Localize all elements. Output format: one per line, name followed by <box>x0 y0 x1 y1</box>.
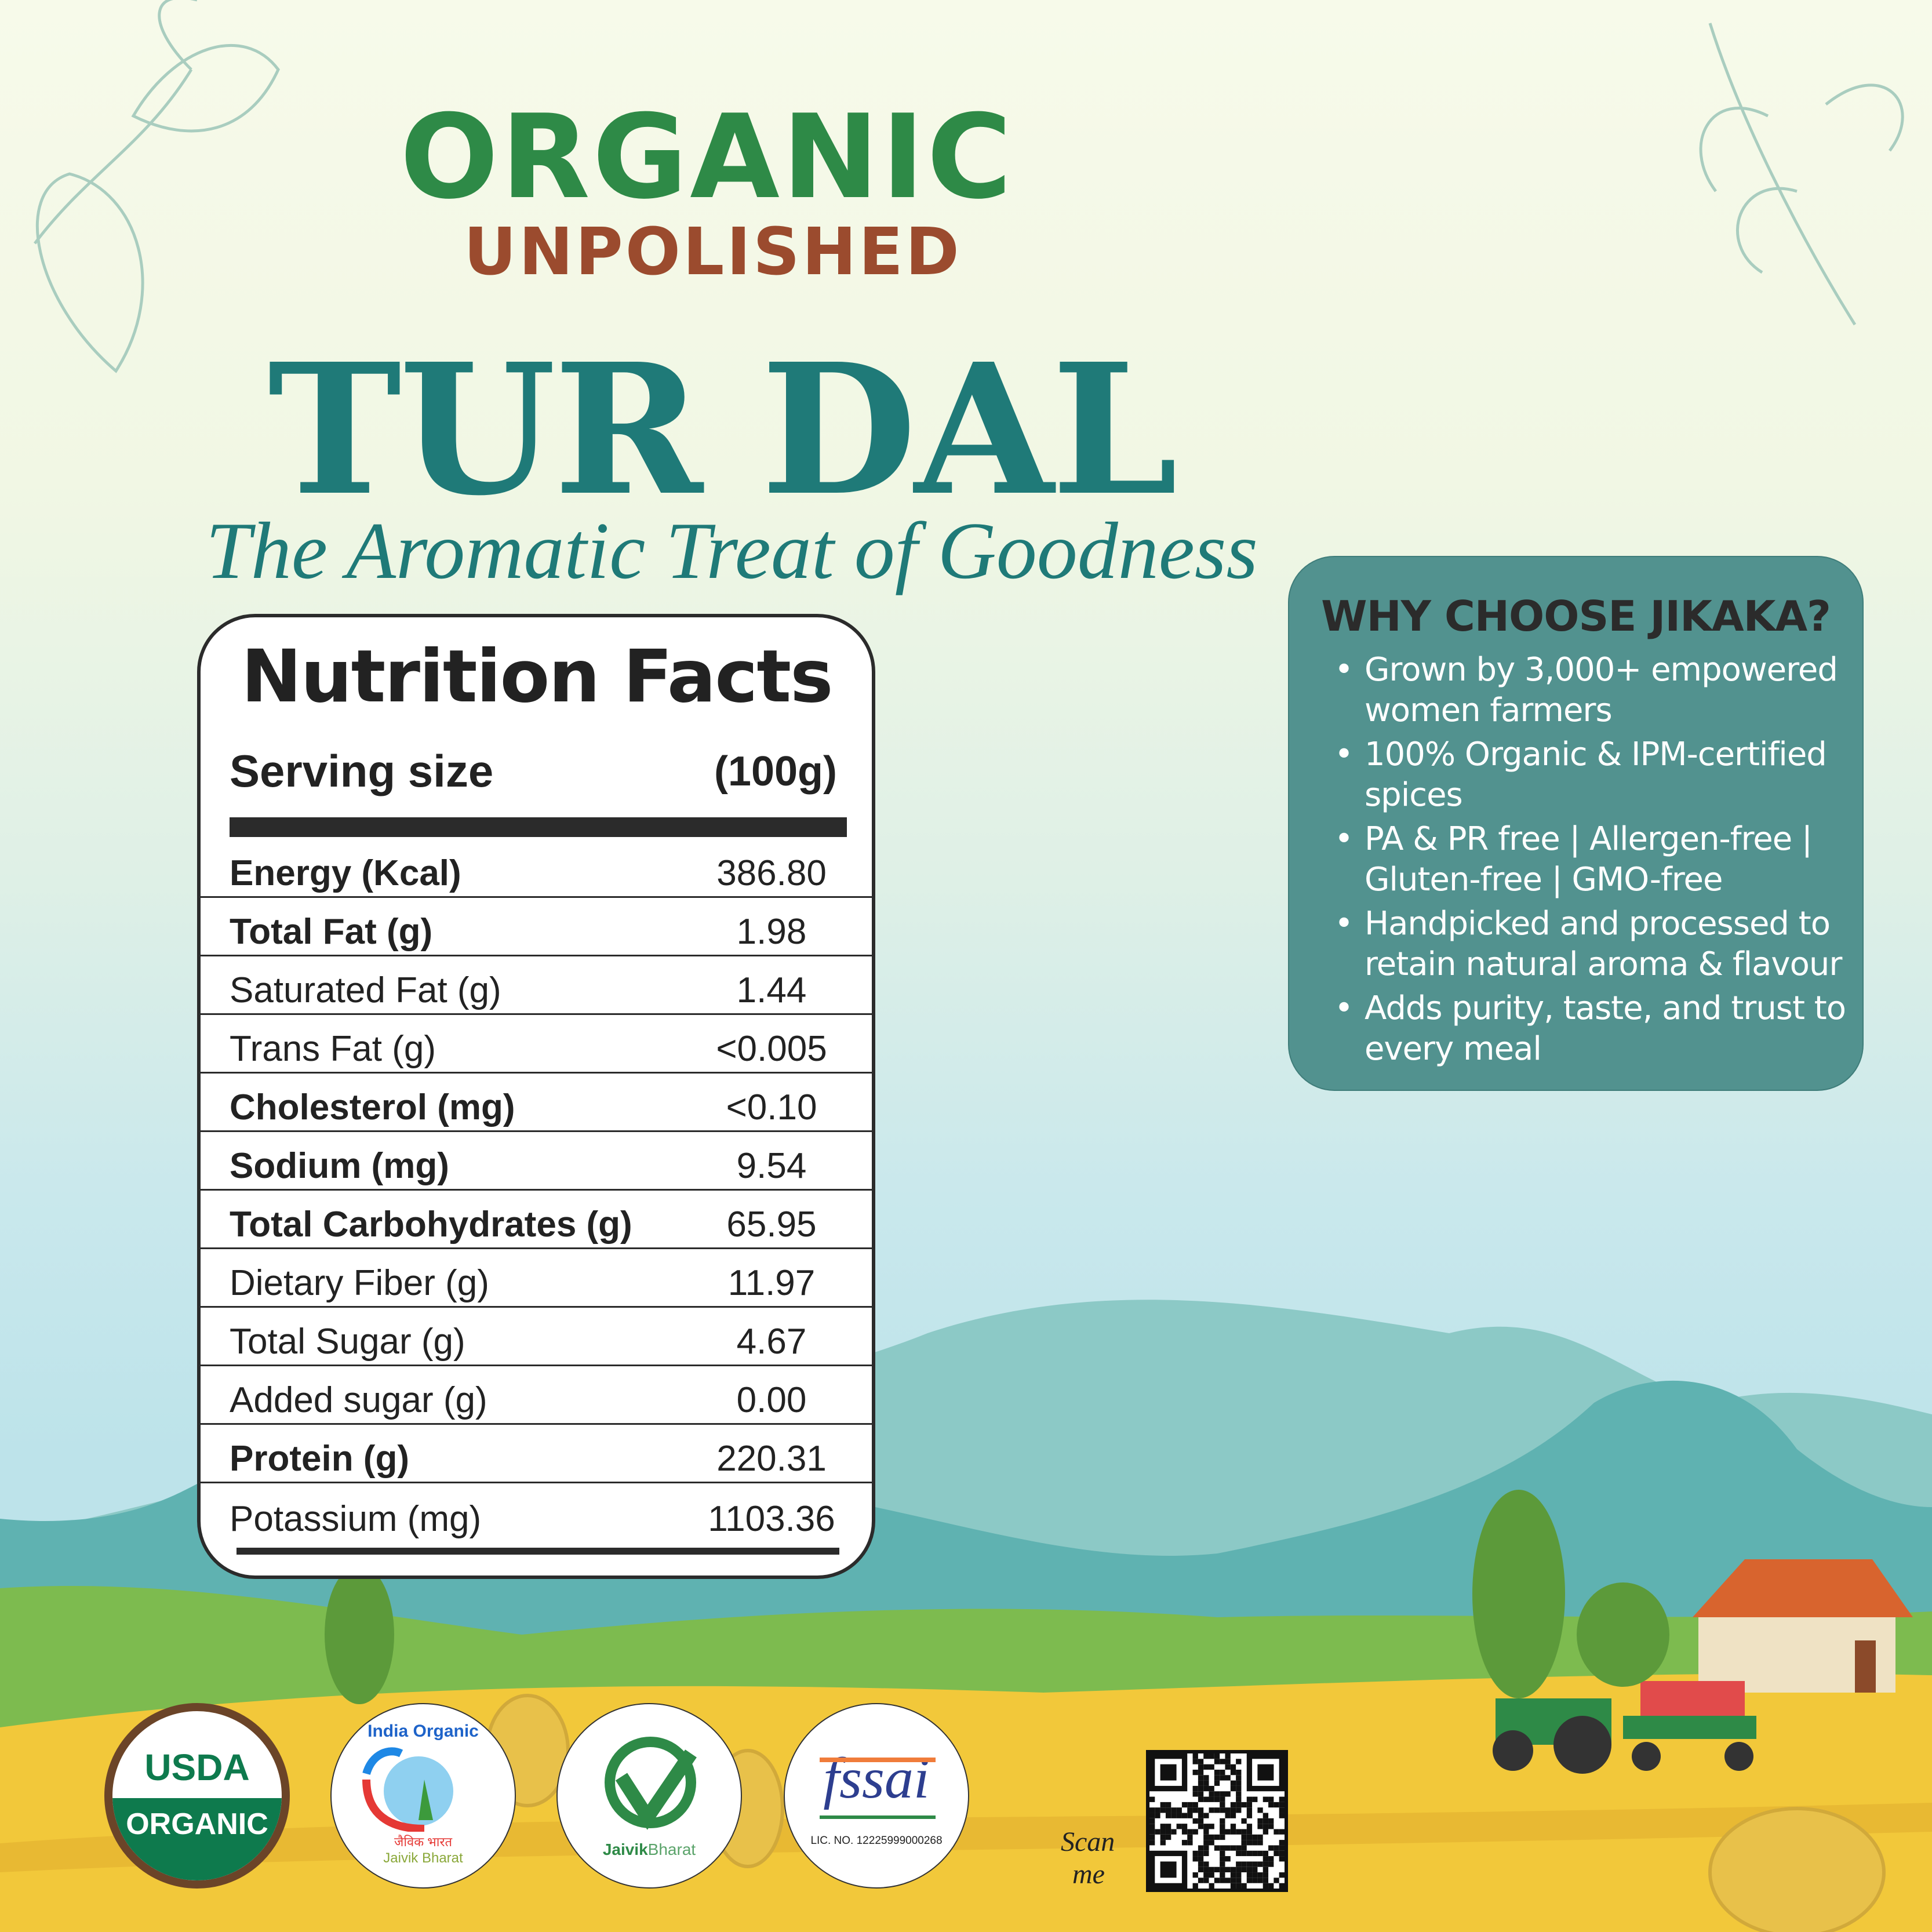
fssai-orange-line <box>820 1758 936 1762</box>
nutrient-label: Potassium (mg) <box>230 1499 482 1539</box>
nutrient-label: Total Sugar (g) <box>230 1322 465 1362</box>
organic-heading: ORGANIC <box>400 90 1014 225</box>
nutrition-row: Total Sugar (g) 4.67 <box>201 1308 872 1366</box>
nutrition-row: Cholesterol (mg) <0.10 <box>201 1074 872 1132</box>
nutrient-label: Cholesterol (mg) <box>230 1087 515 1127</box>
organic-text: ORGANIC <box>126 1807 268 1841</box>
hindi-text: जैविक भारत <box>394 1835 452 1849</box>
scan-text: Scan <box>1061 1827 1115 1857</box>
nutrient-label: Energy (Kcal) <box>230 853 461 893</box>
nutrient-label: Saturated Fat (g) <box>230 970 501 1010</box>
nutrient-label: Dietary Fiber (g) <box>230 1263 489 1303</box>
checkmark-leaf-icon <box>605 1737 697 1830</box>
why-item: Adds purity, taste, and trust to every m… <box>1330 988 1851 1069</box>
usda-text: USDA <box>144 1747 250 1788</box>
india-organic-text: India Organic <box>368 1722 479 1741</box>
fssai-green-line <box>820 1815 936 1819</box>
nutrient-label: Trans Fat (g) <box>230 1029 436 1069</box>
usda-organic-logo: USDA ORGANIC <box>104 1703 290 1889</box>
nutrient-label: Protein (g) <box>230 1439 409 1479</box>
nutrition-row: Total Fat (g) 1.98 <box>201 898 872 956</box>
nutrition-row: Added sugar (g) 0.00 <box>201 1366 872 1425</box>
india-organic-logo: India Organic जैविक भारत Jaivik Bharat <box>330 1703 516 1889</box>
nutrient-label: Total Fat (g) <box>230 912 433 952</box>
nutrition-rows: Energy (Kcal) 386.80 Total Fat (g) 1.98 Satu… <box>201 839 872 1542</box>
serving-size-label: Serving size <box>230 745 494 796</box>
scan-me-label: Scan me <box>1061 1826 1115 1891</box>
why-item: Grown by 3,000+ empowered women farmers <box>1330 650 1851 731</box>
unpolished-heading: UNPOLISHED <box>464 214 962 290</box>
usda-band <box>112 1798 282 1880</box>
house <box>1693 1559 1913 1693</box>
nutrition-row: Potassium (mg) 1103.36 <box>230 1499 835 1539</box>
fssai-logo: fssai LIC. NO. 12225999000268 <box>784 1703 969 1889</box>
nutrient-label: Added sugar (g) <box>230 1380 487 1420</box>
nutrition-row: Dietary Fiber (g) 11.97 <box>201 1249 872 1308</box>
leaf-decoration <box>34 0 1904 373</box>
why-title: WHY CHOOSE JIKAKA? <box>1321 592 1831 641</box>
why-item: Handpicked and processed to retain natur… <box>1330 904 1851 985</box>
nutrient-label: Sodium (mg) <box>230 1146 449 1186</box>
fssai-text: fssai <box>823 1746 930 1810</box>
nutrition-row: Energy (Kcal) 386.80 <box>201 839 872 898</box>
qr-code[interactable] <box>1146 1750 1288 1892</box>
jaivik-text: Jaivik <box>602 1840 648 1858</box>
nutrition-row: Sodium (mg) 9.54 <box>201 1132 872 1191</box>
why-list: Grown by 3,000+ empowered women farmers … <box>1330 650 1851 1073</box>
thick-divider <box>230 817 847 837</box>
nutrition-row: Trans Fat (g) <0.005 <box>201 1015 872 1074</box>
jaivik-bharat-text: Jaivik Bharat <box>383 1850 463 1866</box>
fssai-license: LIC. NO. 12225999000268 <box>810 1835 943 1847</box>
trees <box>325 1490 1669 1704</box>
nutrient-label: Total Carbohydrates (g) <box>230 1205 632 1245</box>
bottom-divider <box>237 1548 839 1555</box>
nutrition-row: Total Carbohydrates (g) 65.95 <box>201 1191 872 1249</box>
me-text: me <box>1072 1859 1105 1890</box>
nutrition-title: Nutrition Facts <box>241 635 833 719</box>
tagline: The Aromatic Treat of Goodness <box>206 506 1258 596</box>
serving-size-value: (100g) <box>714 748 837 795</box>
why-choose-panel: WHY CHOOSE JIKAKA? Grown by 3,000+ empow… <box>1288 556 1864 1091</box>
why-item: PA & PR free | Allergen-free | Gluten-fr… <box>1330 819 1851 900</box>
nutrition-row: Protein (g) 220.31 <box>201 1425 872 1483</box>
why-item: 100% Organic & IPM-certified spices <box>1330 734 1851 816</box>
qr-code-icon <box>1149 1753 1285 1889</box>
india-organic-icon <box>362 1747 453 1832</box>
tractor <box>1493 1681 1756 1774</box>
product-title: TUR DAL <box>268 325 1178 536</box>
bharat-text: Bharat <box>647 1840 696 1858</box>
nutrition-facts-panel: Nutrition Facts Serving size (100g) Ener… <box>197 614 875 1579</box>
nutrition-row: Saturated Fat (g) 1.44 <box>201 956 872 1015</box>
jaivik-bharat-logo: JaivikBharat <box>556 1703 742 1889</box>
